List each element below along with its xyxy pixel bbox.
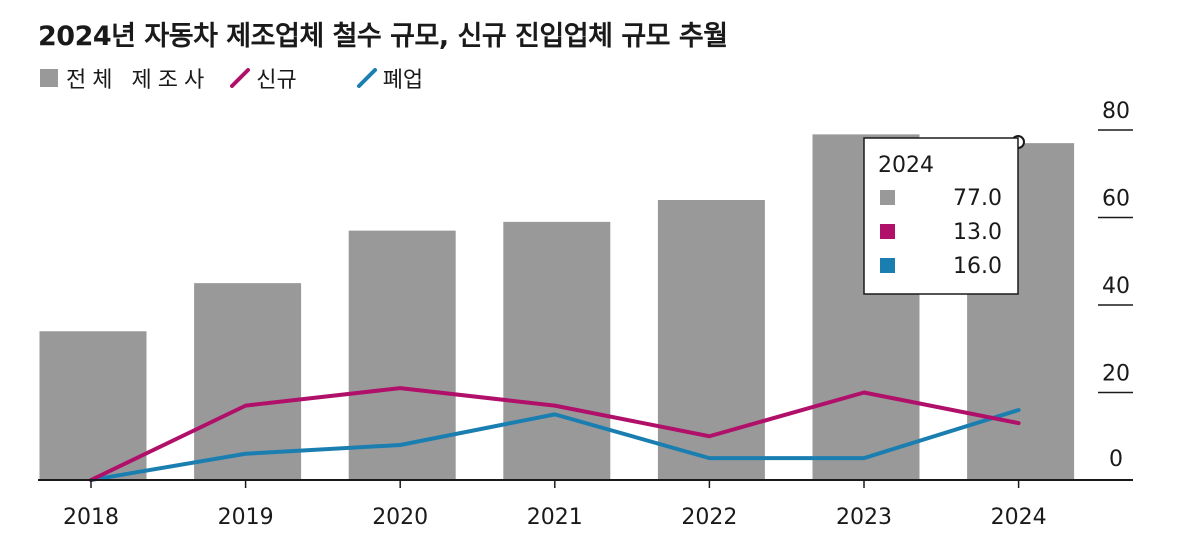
y-tick-label-80: 80 [1102,99,1130,124]
line-new [89,386,1021,482]
chart-title: 2024년 자동차 제조업체 철수 규모, 신규 진입업체 규모 추월 [38,21,728,52]
lines-group [89,386,1021,482]
line-closed [89,408,1021,482]
y-tick-label-0: 0 [1109,447,1123,472]
legend-label-new: 신규 [256,68,297,93]
x-tick-label-2023: 2023 [836,505,892,530]
x-tick-label-2022: 2022 [681,505,737,530]
legend: 전체 제조사 신규 폐업 [40,62,463,94]
tooltip-swatch-total [880,190,895,205]
tooltip-swatch-closed [880,258,895,273]
legend-label-total: 전체 제조사 [66,68,211,93]
x-axis: 2018 2019 2020 2021 2022 2023 2024 [63,480,1047,530]
tooltip-value-new: 13.0 [953,220,1002,245]
legend-swatch-new-icon [230,68,251,88]
legend-swatch-total [40,69,58,87]
y-axis: 0 20 40 60 80 [1098,99,1133,472]
x-tick-label-2024: 2024 [991,505,1047,530]
tooltip-swatch-new [880,224,895,239]
bar-2018 [39,331,147,480]
y-tick-label-20: 20 [1102,362,1130,387]
legend-item-new: 신규 [230,62,297,94]
tooltip-year: 2024 [878,153,934,178]
x-tick-label-2020: 2020 [372,505,428,530]
bar-2022 [657,200,765,480]
bar-2019 [194,283,302,480]
legend-swatch-closed-icon [356,68,377,88]
tooltip: 2024 77.0 13.0 16.0 [863,135,1025,295]
x-tick-label-2021: 2021 [527,505,583,530]
y-tick-label-40: 40 [1102,274,1130,299]
tooltip-value-closed: 16.0 [953,254,1002,279]
tooltip-value-total: 77.0 [953,186,1002,211]
legend-item-closed: 폐업 [356,62,424,94]
x-tick-label-2018: 2018 [63,505,119,530]
x-tick-label-2019: 2019 [218,505,274,530]
legend-label-closed: 폐업 [382,68,424,93]
y-tick-label-60: 60 [1102,187,1130,212]
legend-item-total: 전체 제조사 [40,62,210,94]
bar-2021 [503,221,611,480]
